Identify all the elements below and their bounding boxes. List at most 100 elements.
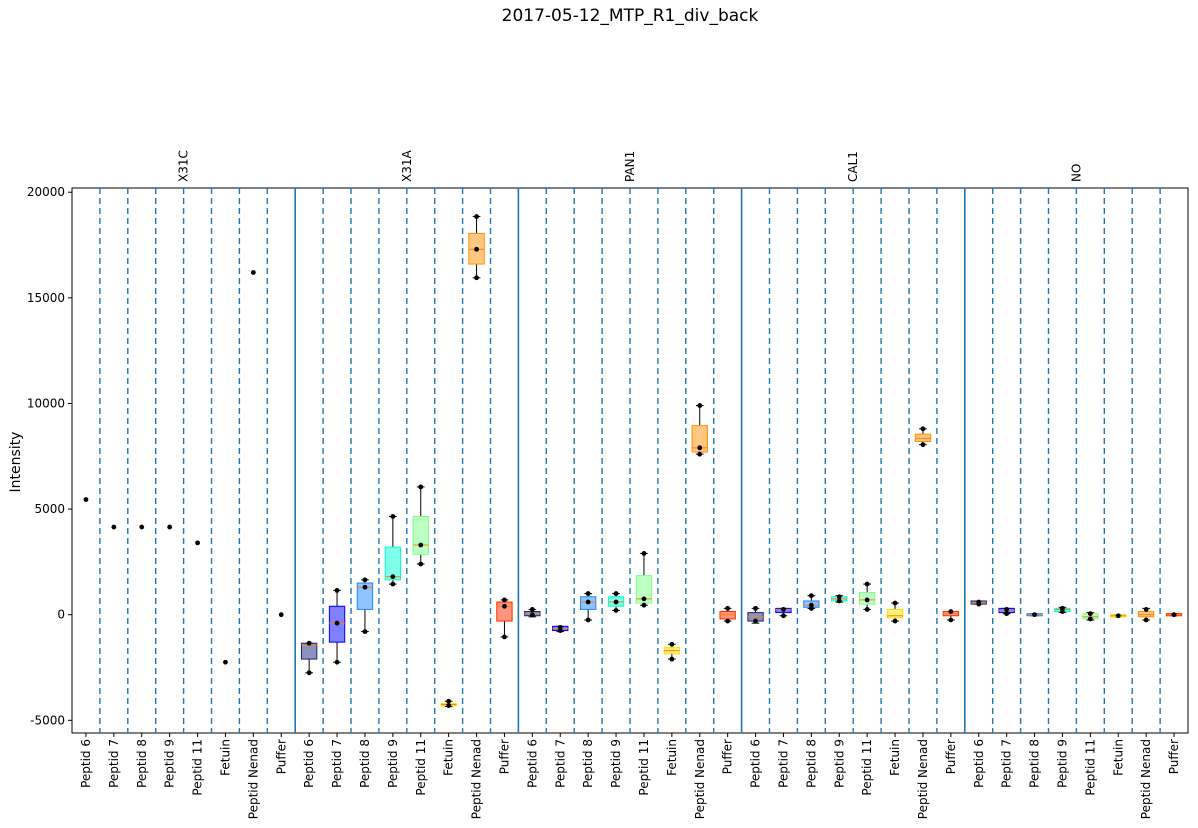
x-tick-label: Puffer: [274, 739, 288, 774]
x-tick-label: Peptid 6: [302, 739, 316, 788]
group-label: X31C: [177, 150, 191, 182]
data-point: [669, 656, 675, 662]
data-point: [195, 540, 200, 546]
x-tick-label: Puffer: [1167, 739, 1181, 774]
x-tick-label: Peptid 9: [609, 739, 623, 788]
data-point: [613, 591, 619, 596]
data-point: [1004, 607, 1010, 612]
box-no-peptid-8: Peptid 8: [1026, 612, 1043, 788]
x-tick-label: Peptid 6: [972, 739, 986, 788]
data-point: [529, 612, 535, 618]
chart-title: 2017-05-12_MTP_R1_div_back: [502, 6, 759, 26]
box-body: [1137, 611, 1155, 618]
box-cal1-peptid-9: Peptid 9: [831, 594, 848, 788]
data-point: [641, 596, 647, 602]
box-cal1-peptid-6: Peptid 6: [747, 605, 764, 788]
x-tick-label: Peptid 8: [581, 739, 595, 788]
box-pan1-peptid-9: Peptid 9: [607, 591, 625, 788]
x-tick-label: Peptid 11: [191, 739, 205, 796]
x-tick-label: Peptid 6: [79, 739, 93, 788]
x-tick-label: Puffer: [497, 739, 511, 774]
data-point: [1087, 611, 1093, 617]
data-point: [306, 640, 312, 646]
box-x31a-peptid-11: Peptid 11: [412, 484, 429, 796]
data-point: [223, 659, 228, 665]
data-point: [613, 599, 619, 605]
data-point: [1115, 613, 1121, 619]
data-point: [83, 497, 89, 502]
x-tick-label: Peptid 6: [525, 739, 539, 788]
data-point: [920, 442, 926, 448]
data-point: [808, 593, 814, 599]
data-point: [418, 542, 424, 548]
x-tick-label: Peptid 8: [135, 739, 149, 788]
x-tick-label: Peptid 6: [749, 739, 763, 788]
data-point: [864, 581, 870, 587]
data-point: [585, 617, 591, 623]
box-x31a-peptid-7: Peptid 7: [328, 588, 346, 788]
box-x31c-peptid-nenad: Peptid Nenad: [246, 270, 260, 819]
box-x31c-peptid-7: Peptid 7: [107, 524, 121, 788]
data-point: [669, 641, 675, 647]
box-cal1-peptid-8: Peptid 8: [803, 593, 820, 788]
data-point: [446, 703, 452, 708]
x-tick-label: Peptid Nenad: [916, 739, 930, 819]
x-tick-label: Fetuin: [665, 739, 679, 776]
box-x31a-puffer: Puffer: [496, 597, 513, 774]
y-axis-label: Intensity: [8, 432, 24, 493]
box-no-fetuin: Fetuin: [1110, 613, 1127, 776]
data-point: [111, 524, 117, 530]
box-pan1-peptid-7: Peptid 7: [552, 624, 569, 788]
x-tick-label: Peptid 7: [553, 739, 567, 788]
box-x31c-peptid-9: Peptid 9: [163, 524, 177, 788]
x-tick-label: Peptid 8: [1028, 739, 1042, 788]
data-point: [474, 275, 479, 281]
x-tick-label: Peptid 8: [358, 739, 372, 788]
x-tick-label: Peptid 7: [776, 739, 790, 788]
data-point: [697, 451, 703, 457]
data-point: [390, 574, 396, 580]
box-no-peptid-9: Peptid 9: [1054, 605, 1071, 788]
data-point: [1087, 616, 1093, 622]
box-body: [356, 582, 374, 610]
data-point: [334, 659, 340, 665]
y-tick-label: 20000: [27, 185, 65, 199]
x-tick-label: Peptid 11: [637, 739, 651, 796]
x-tick-label: Peptid 7: [330, 739, 344, 788]
group-label: X31A: [400, 150, 414, 182]
box-x31c-puffer: Puffer: [274, 612, 288, 774]
data-point: [753, 605, 758, 611]
data-point: [474, 214, 479, 219]
box-pan1-puffer: Puffer: [719, 605, 736, 774]
data-point: [948, 617, 954, 623]
x-tick-label: Peptid 9: [1055, 739, 1069, 788]
data-point: [892, 600, 898, 606]
data-point: [250, 270, 256, 275]
data-point: [641, 551, 647, 556]
box-cal1-peptid-11: Peptid 11: [858, 581, 876, 796]
box-no-puffer: Puffer: [1165, 612, 1183, 774]
box-pan1-peptid-11: Peptid 11: [635, 551, 653, 796]
x-tick-label: Fetuin: [218, 739, 232, 776]
data-point: [1060, 609, 1065, 614]
x-tick-label: Puffer: [721, 739, 735, 774]
plot-area: -5000 0 5000 10000 15000 20000 X31C X31A PAN1 CAL…: [27, 150, 1189, 819]
data-point: [781, 607, 786, 612]
box-body: [384, 546, 402, 581]
box-no-peptid-7: Peptid 7: [998, 607, 1015, 788]
y-tick-label: 5000: [34, 502, 65, 516]
x-tick-label: Puffer: [944, 739, 958, 774]
box-pan1-peptid-8: Peptid 8: [579, 591, 597, 788]
data-point: [864, 597, 870, 603]
box-cal1-peptid-7: Peptid 7: [775, 607, 792, 788]
x-tick-label: Peptid 7: [1000, 739, 1014, 788]
box-x31c-peptid-8: Peptid 8: [135, 524, 149, 788]
box-x31a-peptid-nenad: Peptid Nenad: [468, 214, 485, 819]
data-point: [306, 670, 312, 676]
data-point: [948, 609, 954, 614]
data-point: [502, 634, 507, 640]
data-point: [753, 618, 758, 624]
box-body: [719, 611, 736, 620]
data-point: [585, 591, 591, 596]
